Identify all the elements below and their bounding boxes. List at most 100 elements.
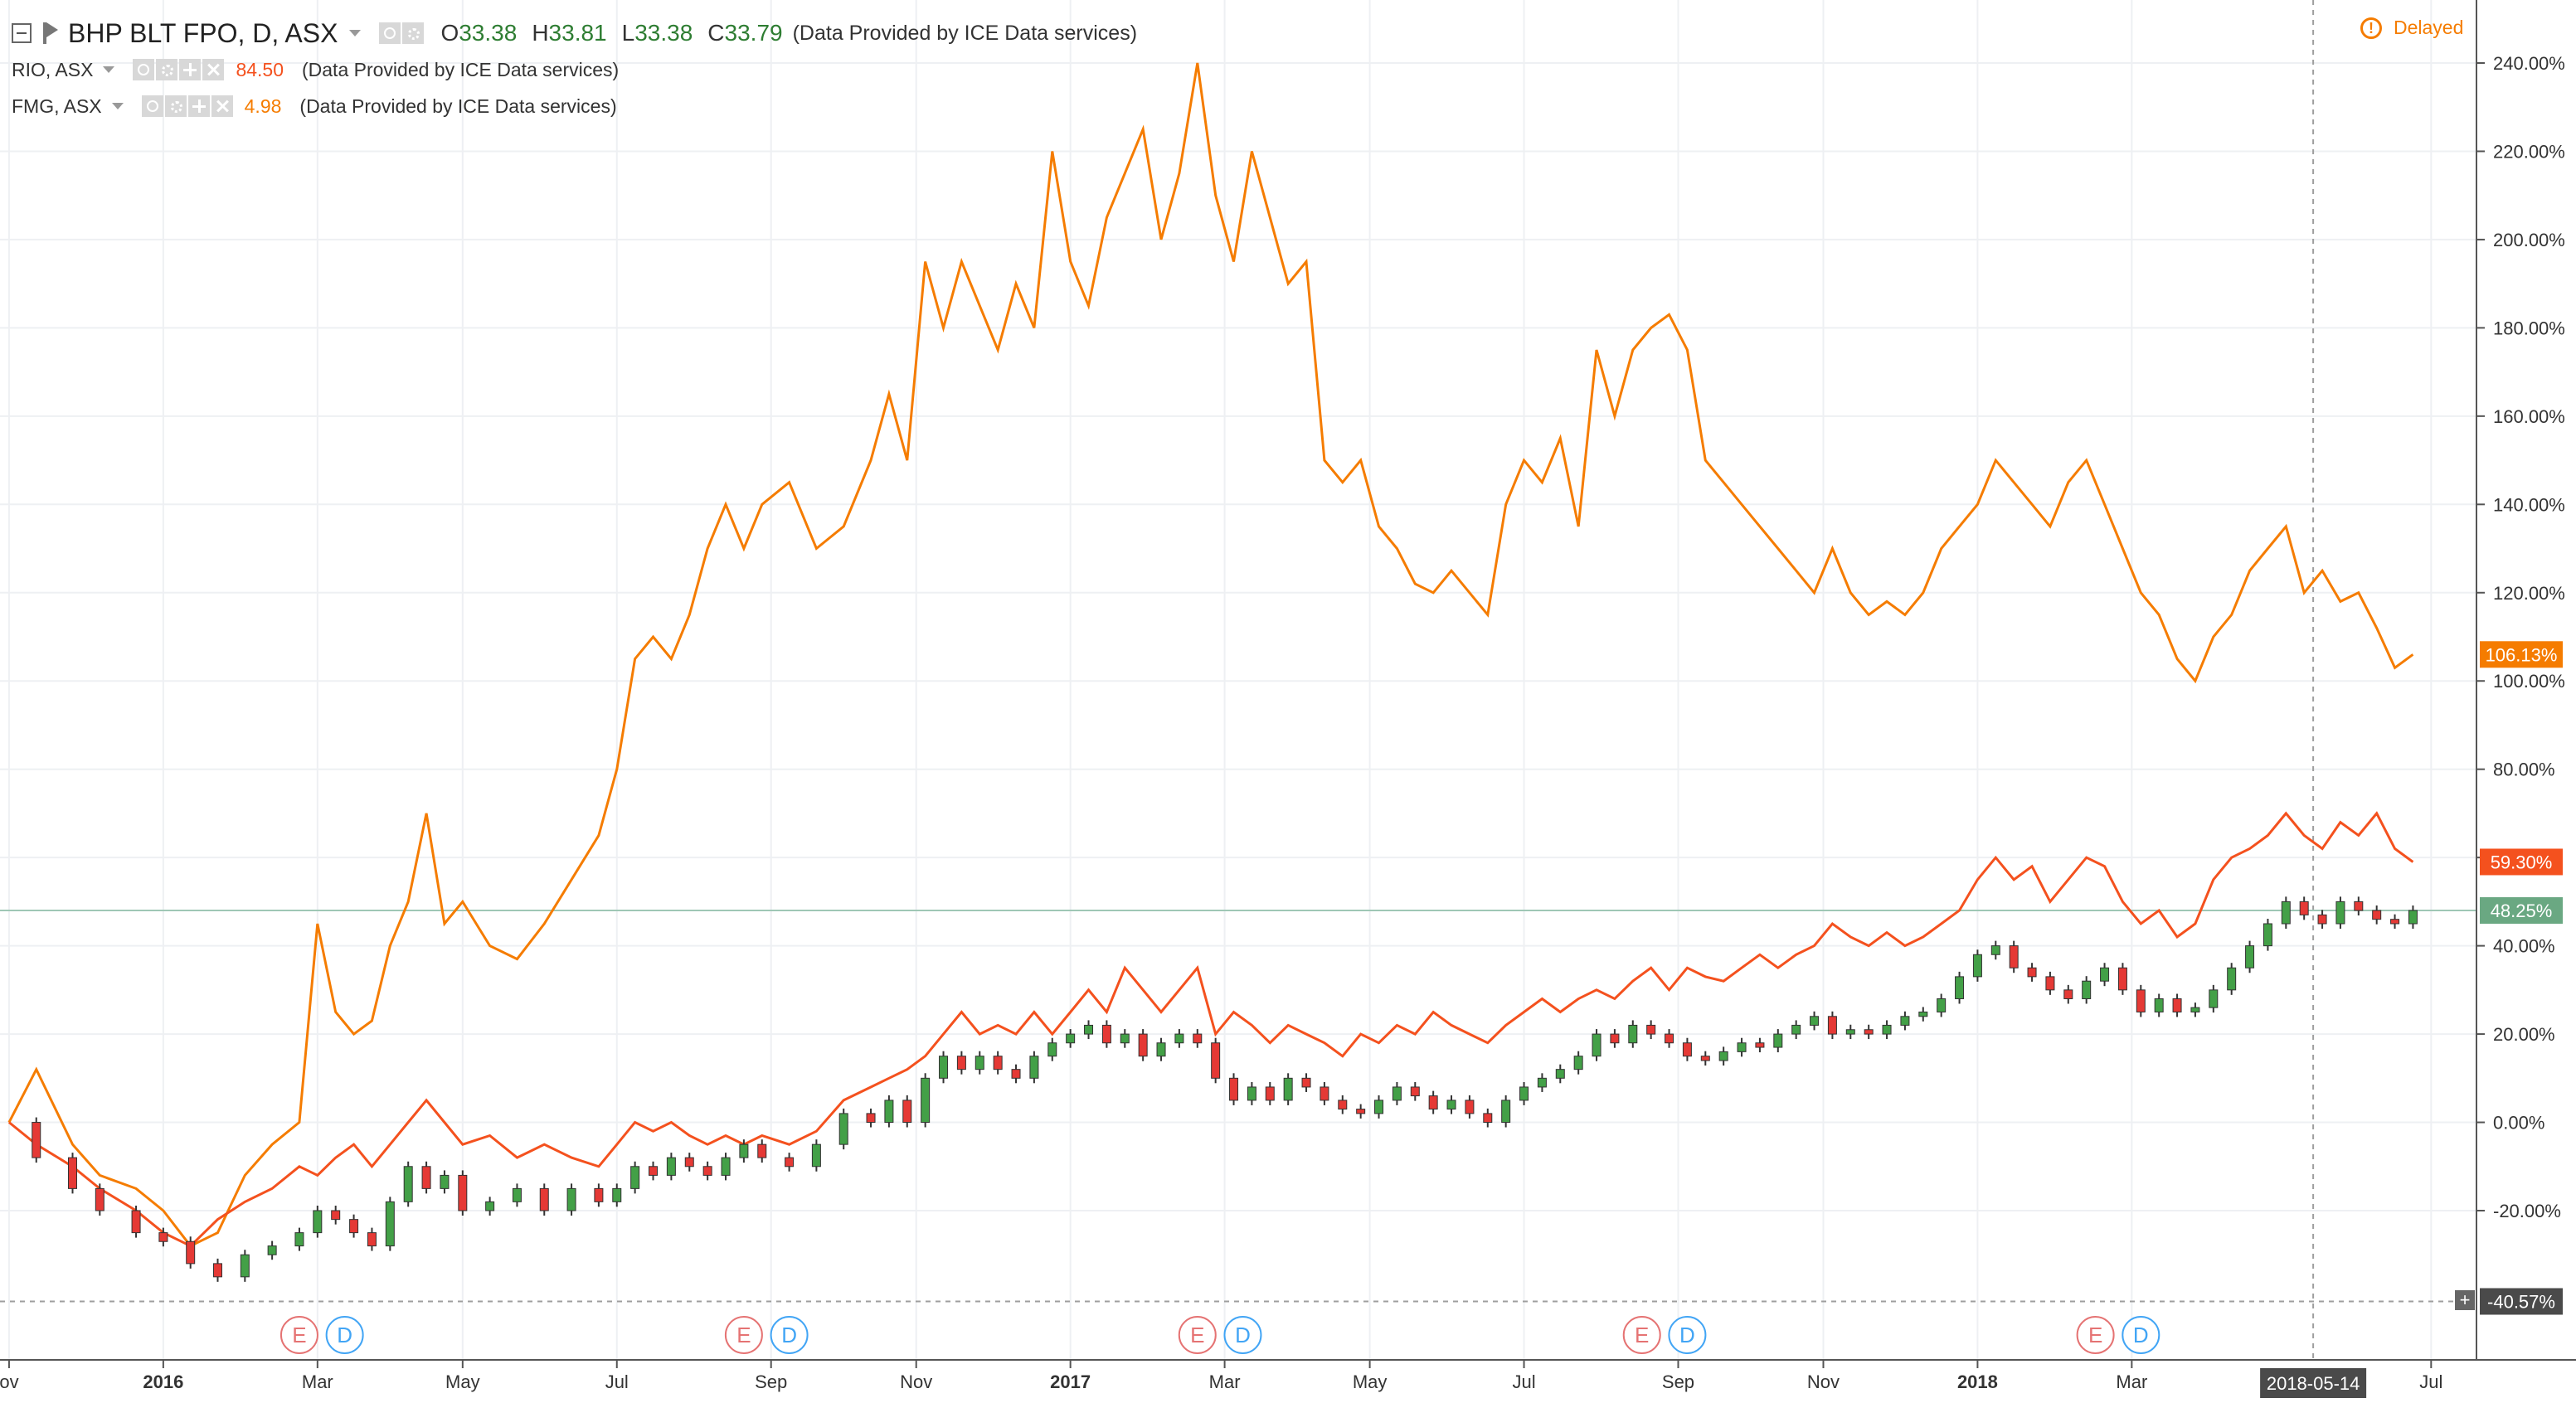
candle-body — [1101, 1024, 1111, 1044]
candle-body — [1864, 1029, 1874, 1035]
plus-icon[interactable] — [187, 95, 210, 117]
candle-body — [2209, 989, 2219, 1008]
candle-body — [1374, 1100, 1384, 1114]
high-label: H — [532, 20, 549, 46]
series-controls — [141, 95, 233, 117]
candle-body — [1665, 1033, 1674, 1044]
candle-body — [95, 1187, 104, 1211]
gear-icon[interactable] — [156, 59, 178, 80]
candle-body — [2245, 945, 2255, 969]
add-marker-button[interactable]: + — [2455, 1290, 2475, 1310]
crosshair-date-label: 2018-05-14 — [2267, 1373, 2360, 1394]
last-value-labels: 106.13% 59.30% 48.25% -40.57% — [2480, 641, 2563, 1315]
series-controls — [133, 59, 225, 80]
candle-body — [294, 1232, 304, 1247]
candle-body — [1827, 1016, 1837, 1035]
candle-body — [838, 1113, 848, 1145]
low-value: 33.38 — [634, 20, 693, 46]
earnings-event-marker[interactable] — [724, 1316, 763, 1354]
candle-body — [367, 1232, 377, 1247]
candle-body — [956, 1056, 966, 1070]
price-axis[interactable]: 240.00% 220.00% 200.00% 180.00% 160.00% 140.0… — [2476, 53, 2565, 1221]
series-layer — [7, 62, 2418, 1282]
delayed-status[interactable]: ! Delayed — [2360, 17, 2463, 39]
candle-body — [2281, 901, 2291, 925]
chart-legend: BHP BLT FPO, D, ASX O 33.38 H 33.81 L 33… — [12, 15, 1137, 124]
candle-body — [1955, 976, 1965, 999]
dividend-event-marker[interactable] — [2122, 1316, 2160, 1354]
open-label: O — [440, 20, 459, 46]
crosshair-date-box[interactable] — [2260, 1368, 2367, 1398]
legend-compare-rio[interactable]: RIO, ASX 84.50 (Data Provided by ICE Dat… — [12, 51, 1137, 88]
y-tick-label: 120.00% — [2493, 583, 2565, 604]
candle-body — [2082, 980, 2092, 999]
eye-icon[interactable] — [133, 59, 155, 80]
event-marker-letter: E — [292, 1323, 306, 1347]
candle-body — [566, 1187, 576, 1211]
candle-body — [1410, 1086, 1420, 1097]
earnings-event-marker[interactable] — [279, 1316, 318, 1354]
candle-body — [1193, 1033, 1203, 1044]
candle-body — [1211, 1042, 1221, 1079]
compare-last-value: 84.50 — [236, 58, 284, 80]
eye-icon[interactable] — [141, 95, 163, 117]
series-controls — [379, 22, 425, 44]
flag-icon[interactable] — [43, 22, 60, 44]
candle-body — [1918, 1011, 1928, 1017]
low-value-text: -40.57% — [2487, 1291, 2555, 1312]
earnings-event-marker[interactable] — [1622, 1316, 1661, 1354]
chevron-down-icon[interactable] — [111, 103, 124, 109]
legend-compare-fmg[interactable]: FMG, ASX 4.98 (Data Provided by ICE Data… — [12, 88, 1137, 124]
last-value-text: 48.25% — [2491, 901, 2553, 921]
candle-body — [1283, 1077, 1293, 1101]
candle-body — [2317, 914, 2327, 925]
gear-icon[interactable] — [164, 95, 187, 117]
candle-body — [1265, 1086, 1275, 1101]
candle-body — [1537, 1077, 1547, 1088]
candle-body — [993, 1056, 1003, 1070]
candle-body — [213, 1263, 223, 1278]
candle-body — [666, 1157, 676, 1176]
earnings-event-marker[interactable] — [2076, 1316, 2115, 1354]
gear-icon[interactable] — [402, 22, 425, 44]
legend-main-series[interactable]: BHP BLT FPO, D, ASX O 33.38 H 33.81 L 33… — [12, 15, 1137, 51]
close-icon[interactable] — [211, 95, 233, 117]
candle-body — [811, 1143, 821, 1168]
chevron-down-icon[interactable] — [349, 30, 362, 36]
x-tick-label: Mar — [2116, 1371, 2147, 1392]
series-line-rio — [7, 811, 2414, 1248]
warning-icon: ! — [2360, 17, 2382, 39]
close-icon[interactable] — [202, 59, 225, 80]
collapse-legend-button[interactable] — [12, 23, 32, 43]
candle-body — [1555, 1069, 1565, 1079]
candle-body — [1610, 1033, 1620, 1044]
candle-body — [2190, 1007, 2200, 1012]
dividend-event-marker[interactable] — [770, 1316, 809, 1354]
dividend-event-marker[interactable] — [1668, 1316, 1707, 1354]
candle-body — [1718, 1051, 1728, 1061]
candle-body — [158, 1232, 168, 1242]
grid — [0, 0, 2476, 1360]
x-tick-label: Jul — [1512, 1371, 1535, 1392]
x-tick-label: Sep — [755, 1371, 787, 1392]
main-symbol-title: BHP BLT FPO, D, ASX — [68, 17, 338, 48]
dividend-event-marker[interactable] — [325, 1316, 364, 1354]
event-marker-letter: E — [2088, 1323, 2102, 1347]
low-value-badge — [2480, 1288, 2563, 1315]
chevron-down-icon[interactable] — [103, 66, 115, 73]
earnings-event-marker[interactable] — [1178, 1316, 1217, 1354]
candle-body — [32, 1122, 41, 1158]
data-provider-note: (Data Provided by ICE Data services) — [299, 95, 617, 117]
y-tick-label: -20.00% — [2493, 1201, 2561, 1221]
delayed-label: Delayed — [2394, 17, 2464, 38]
plus-icon[interactable] — [179, 59, 202, 80]
candle-body — [2063, 989, 2073, 999]
x-tick-label: Mar — [1209, 1371, 1241, 1392]
eye-icon[interactable] — [379, 22, 401, 44]
time-axis-labels[interactable]: ov 2016 Mar May Jul Sep Nov 2017 Mar May Jul Sep Nov… — [0, 1360, 2442, 1398]
candle-body — [2263, 923, 2272, 947]
candle-body — [385, 1201, 395, 1247]
dividend-event-marker[interactable] — [1223, 1316, 1262, 1354]
candle-body — [1301, 1077, 1311, 1088]
